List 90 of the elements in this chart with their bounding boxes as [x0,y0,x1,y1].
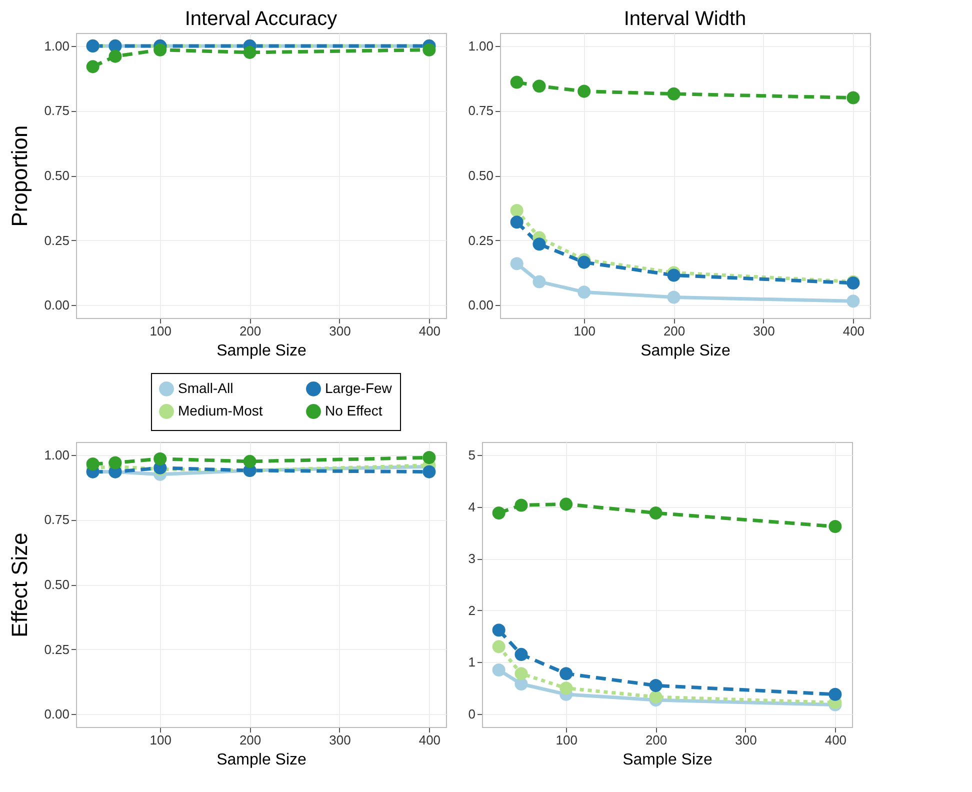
point [846,294,860,308]
point [532,275,546,288]
chart-title: Interval Width [624,8,746,30]
x-tick-label: 400 [842,324,865,338]
y-tick-label: 0.50 [468,168,494,183]
point [649,506,662,520]
y-tick-label: 0.50 [44,168,70,183]
y-tick-label: 0 [468,706,476,722]
point [510,204,524,217]
point [108,50,122,63]
x-tick-label: 300 [735,732,757,748]
y-tick-label: 0.75 [44,103,70,118]
y-tick-label: 0.75 [44,512,70,528]
x-tick-label: 200 [239,324,262,338]
point [560,667,573,680]
point [510,216,524,229]
point [492,506,506,520]
point [86,60,100,74]
y-tick-label: 1.00 [44,447,70,462]
point [532,238,546,251]
point [532,80,546,93]
x-tick-label: 100 [150,732,172,748]
point [492,663,506,677]
legend-label: Small-All [178,380,234,396]
point [560,498,573,511]
point [560,682,573,695]
x-tick-label: 200 [645,732,668,748]
y-tick-label: 0.00 [468,298,494,313]
point [667,268,680,282]
point [828,520,842,533]
chart-title: Interval Accuracy [184,8,338,30]
point [649,679,662,692]
point [492,640,506,654]
point [667,290,680,304]
legend-label: Medium-Most [178,402,263,418]
point [154,43,167,56]
point [514,648,528,661]
x-axis-title: Sample Size [216,342,307,360]
point [667,87,680,100]
x-axis-title: Sample Size [622,752,713,768]
point [828,688,842,701]
y-tick-label: 4 [468,499,476,514]
x-axis-title: Sample Size [640,342,731,360]
point [514,667,528,680]
x-tick-label: 300 [329,324,351,338]
legend-label: Large-Few [325,380,393,396]
y-tick-label: 1.00 [468,38,494,54]
y-tick-label: 0.50 [44,577,70,592]
point [154,452,167,466]
y-tick-label: 3 [468,551,476,566]
point [492,624,506,637]
point [422,43,436,56]
point [649,690,662,704]
x-tick-label: 300 [753,324,775,338]
y-tick-label: 5 [468,447,476,462]
point [243,46,256,59]
point [86,458,100,471]
point [243,454,256,468]
point [514,498,528,512]
point [578,84,591,98]
point [510,76,524,89]
x-tick-label: 100 [150,324,172,338]
x-tick-label: 200 [663,324,686,338]
x-tick-label: 300 [329,732,351,748]
x-tick-label: 400 [418,732,441,748]
x-tick-label: 100 [574,324,596,338]
x-tick-label: 400 [824,732,847,748]
y-axis-title: Effect Size [7,532,32,638]
point [846,91,860,104]
y-tick-label: 0.75 [468,103,494,118]
point [510,257,524,270]
y-tick-label: 1 [468,654,476,670]
y-tick-label: 1.00 [44,38,70,54]
y-axis-title: Proportion [7,125,32,227]
point [422,465,436,478]
x-tick-label: 400 [418,324,441,338]
y-tick-label: 2 [468,602,476,618]
x-tick-label: 100 [556,732,578,748]
y-tick-label: 0.00 [44,706,70,722]
point [108,456,122,470]
x-axis-title: Sample Size [216,752,307,768]
x-tick-label: 200 [239,732,262,748]
legend-label: No Effect [325,402,382,418]
y-tick-label: 0.25 [44,232,70,248]
y-tick-label: 0.00 [44,298,70,313]
y-tick-label: 0.25 [44,642,70,657]
point [578,286,591,299]
point [578,256,591,269]
point [422,451,436,464]
y-tick-label: 0.25 [468,232,494,248]
